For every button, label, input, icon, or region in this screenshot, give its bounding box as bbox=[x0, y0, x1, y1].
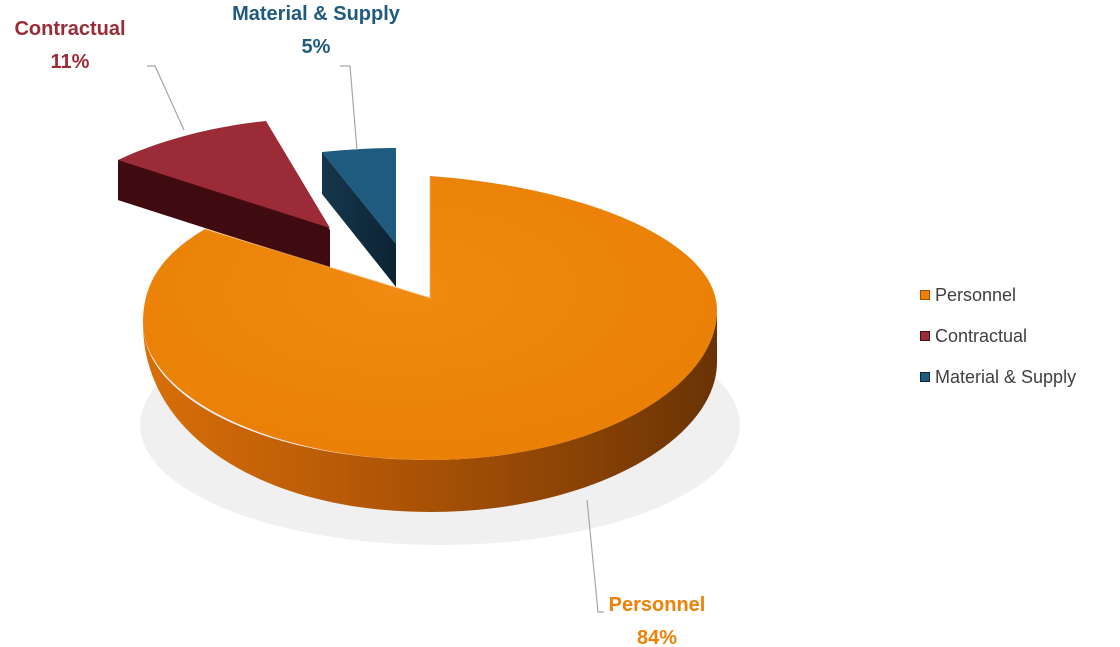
legend-item-material-supply: Material & Supply bbox=[920, 364, 1076, 390]
legend: Personnel Contractual Material & Supply bbox=[920, 282, 1076, 405]
legend-label-material-supply: Material & Supply bbox=[935, 366, 1077, 387]
legend-item-personnel: Personnel bbox=[920, 282, 1076, 308]
pie-slice-personnel bbox=[143, 176, 717, 512]
legend-swatch-personnel bbox=[920, 290, 930, 300]
leader-line-personnel bbox=[586, 499, 604, 613]
legend-label-personnel: Personnel bbox=[935, 284, 1017, 305]
data-label-percent-material-supply: 5% bbox=[302, 36, 331, 58]
data-label-percent-personnel: 84% bbox=[637, 627, 677, 647]
data-label-percent-contractual: 11% bbox=[51, 51, 90, 73]
legend-swatch-contractual bbox=[920, 331, 930, 341]
data-label-name-contractual: Contractual bbox=[14, 18, 125, 40]
leader-line-contractual bbox=[147, 65, 185, 131]
pie-slice-material-supply bbox=[322, 148, 396, 287]
legend-item-contractual: Contractual bbox=[920, 323, 1076, 349]
legend-swatch-material-supply bbox=[920, 372, 930, 382]
data-label-name-material-supply: Material & Supply bbox=[232, 3, 401, 25]
legend-label-contractual: Contractual bbox=[935, 325, 1028, 346]
data-label-name-personnel: Personnel bbox=[609, 594, 706, 616]
leader-line-material-supply bbox=[340, 65, 358, 151]
pie-slice-contractual bbox=[118, 121, 330, 268]
